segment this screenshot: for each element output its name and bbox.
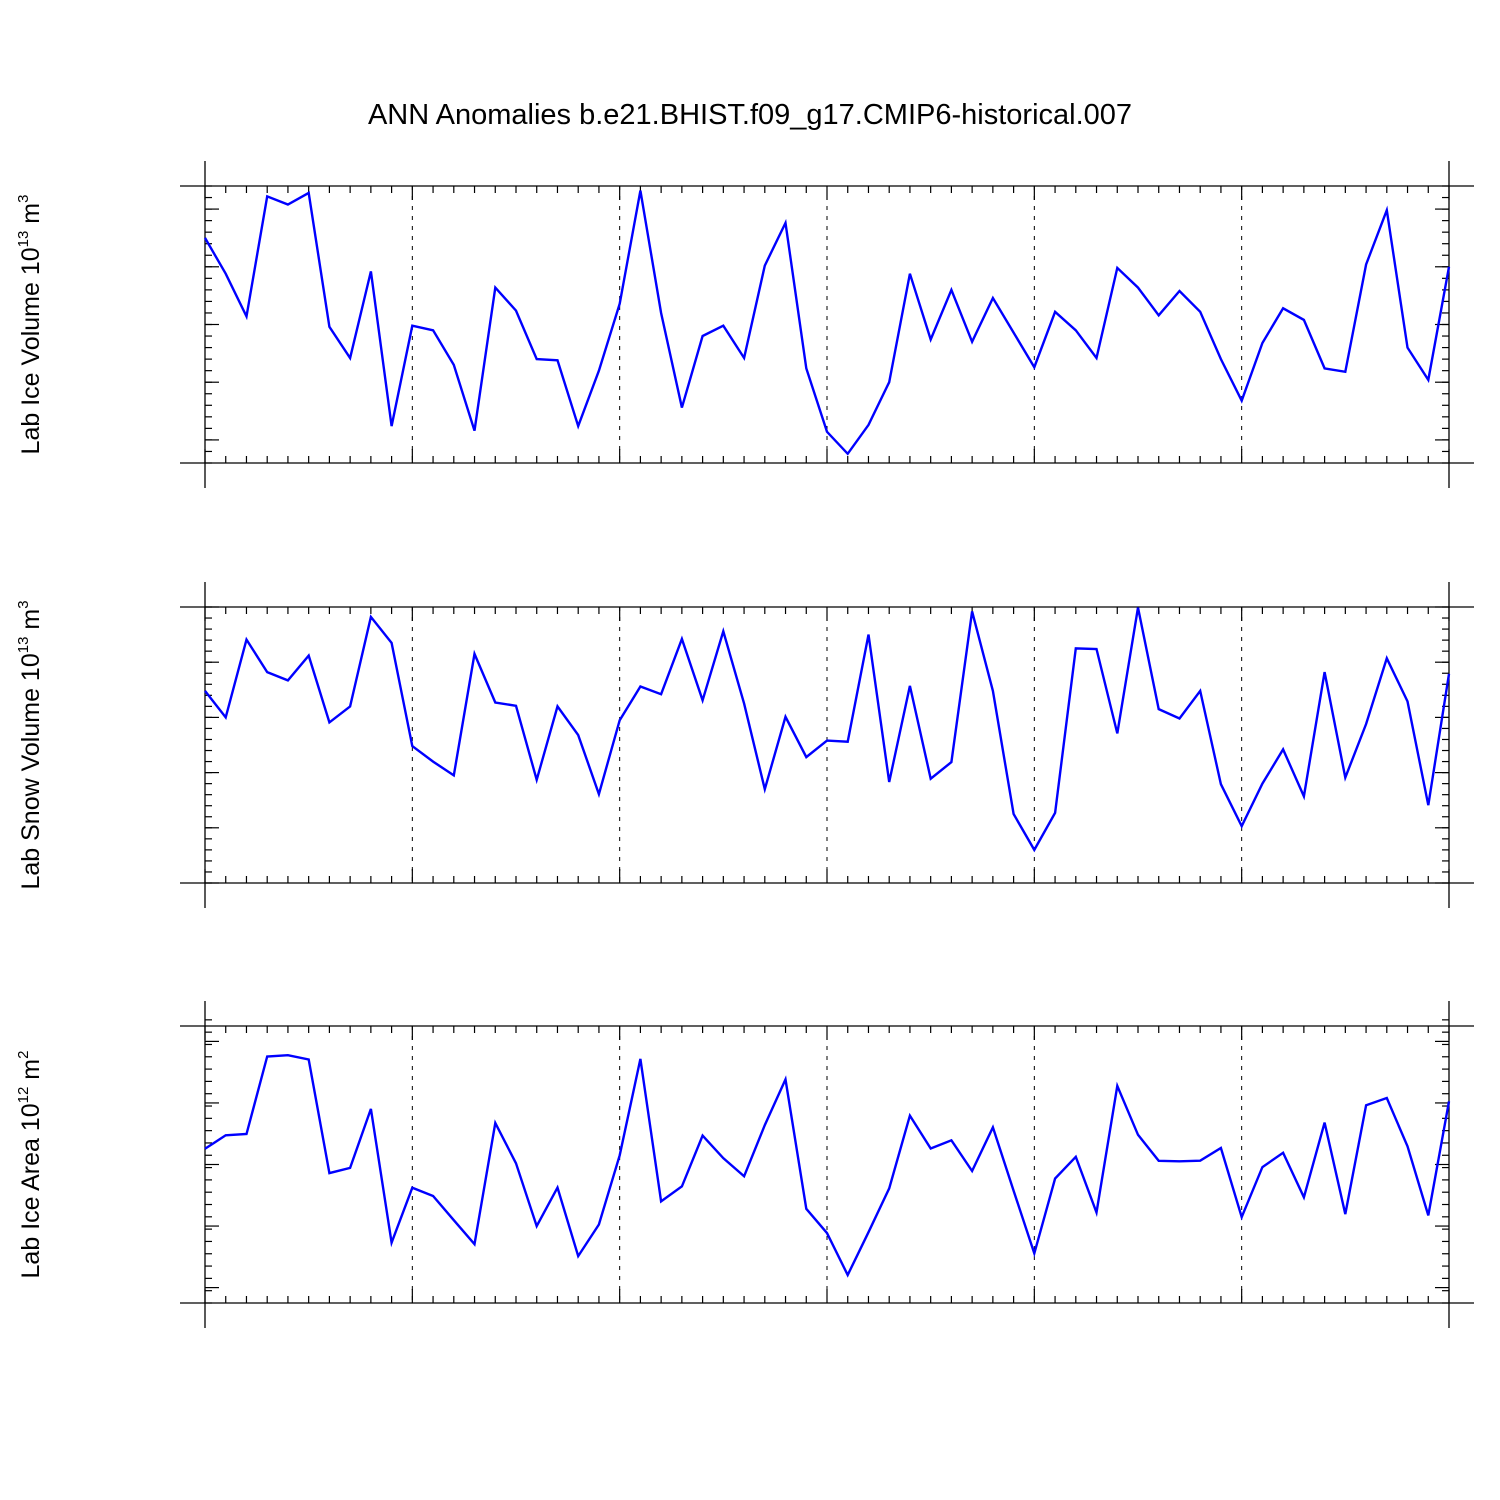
figure-title: ANN Anomalies b.e21.BHIST.f09_g17.CMIP6-… xyxy=(368,99,1132,131)
series-line-1 xyxy=(203,190,1451,456)
y-axis-title-unit: m xyxy=(17,609,45,637)
panel-3: Lab Ice Area 1012 m2 xyxy=(15,1001,1474,1328)
y-axis-title: Lab Ice Volume 1013 m3 xyxy=(15,195,45,455)
y-axis-title-prefix: Lab Ice Area 10 xyxy=(17,1103,45,1278)
y-axis-title-unit: m xyxy=(17,1059,45,1087)
y-axis-title: Lab Ice Area 1012 m2 xyxy=(15,1051,45,1279)
y-axis-title-exponent: 13 xyxy=(15,231,32,248)
panel-2: Lab Snow Volume 1013 m3 xyxy=(15,582,1474,908)
y-axis-title-exponent: 12 xyxy=(15,1087,32,1104)
panel-1: Lab Ice Volume 1013 m3 xyxy=(15,161,1474,488)
y-axis-title-unit-exponent: 3 xyxy=(15,600,32,608)
y-axis-title-prefix: Lab Snow Volume 10 xyxy=(17,653,45,889)
y-axis-title-unit-exponent: 2 xyxy=(15,1051,32,1059)
y-axis-title-unit-exponent: 3 xyxy=(15,195,32,203)
series-line-1 xyxy=(204,607,1451,853)
series-line-1 xyxy=(204,1053,1451,1278)
y-axis-title-prefix: Lab Ice Volume 10 xyxy=(17,247,45,454)
y-axis-title: Lab Snow Volume 1013 m3 xyxy=(15,600,45,889)
y-axis-title-unit: m xyxy=(17,203,45,231)
y-axis-title-exponent: 13 xyxy=(15,637,32,654)
